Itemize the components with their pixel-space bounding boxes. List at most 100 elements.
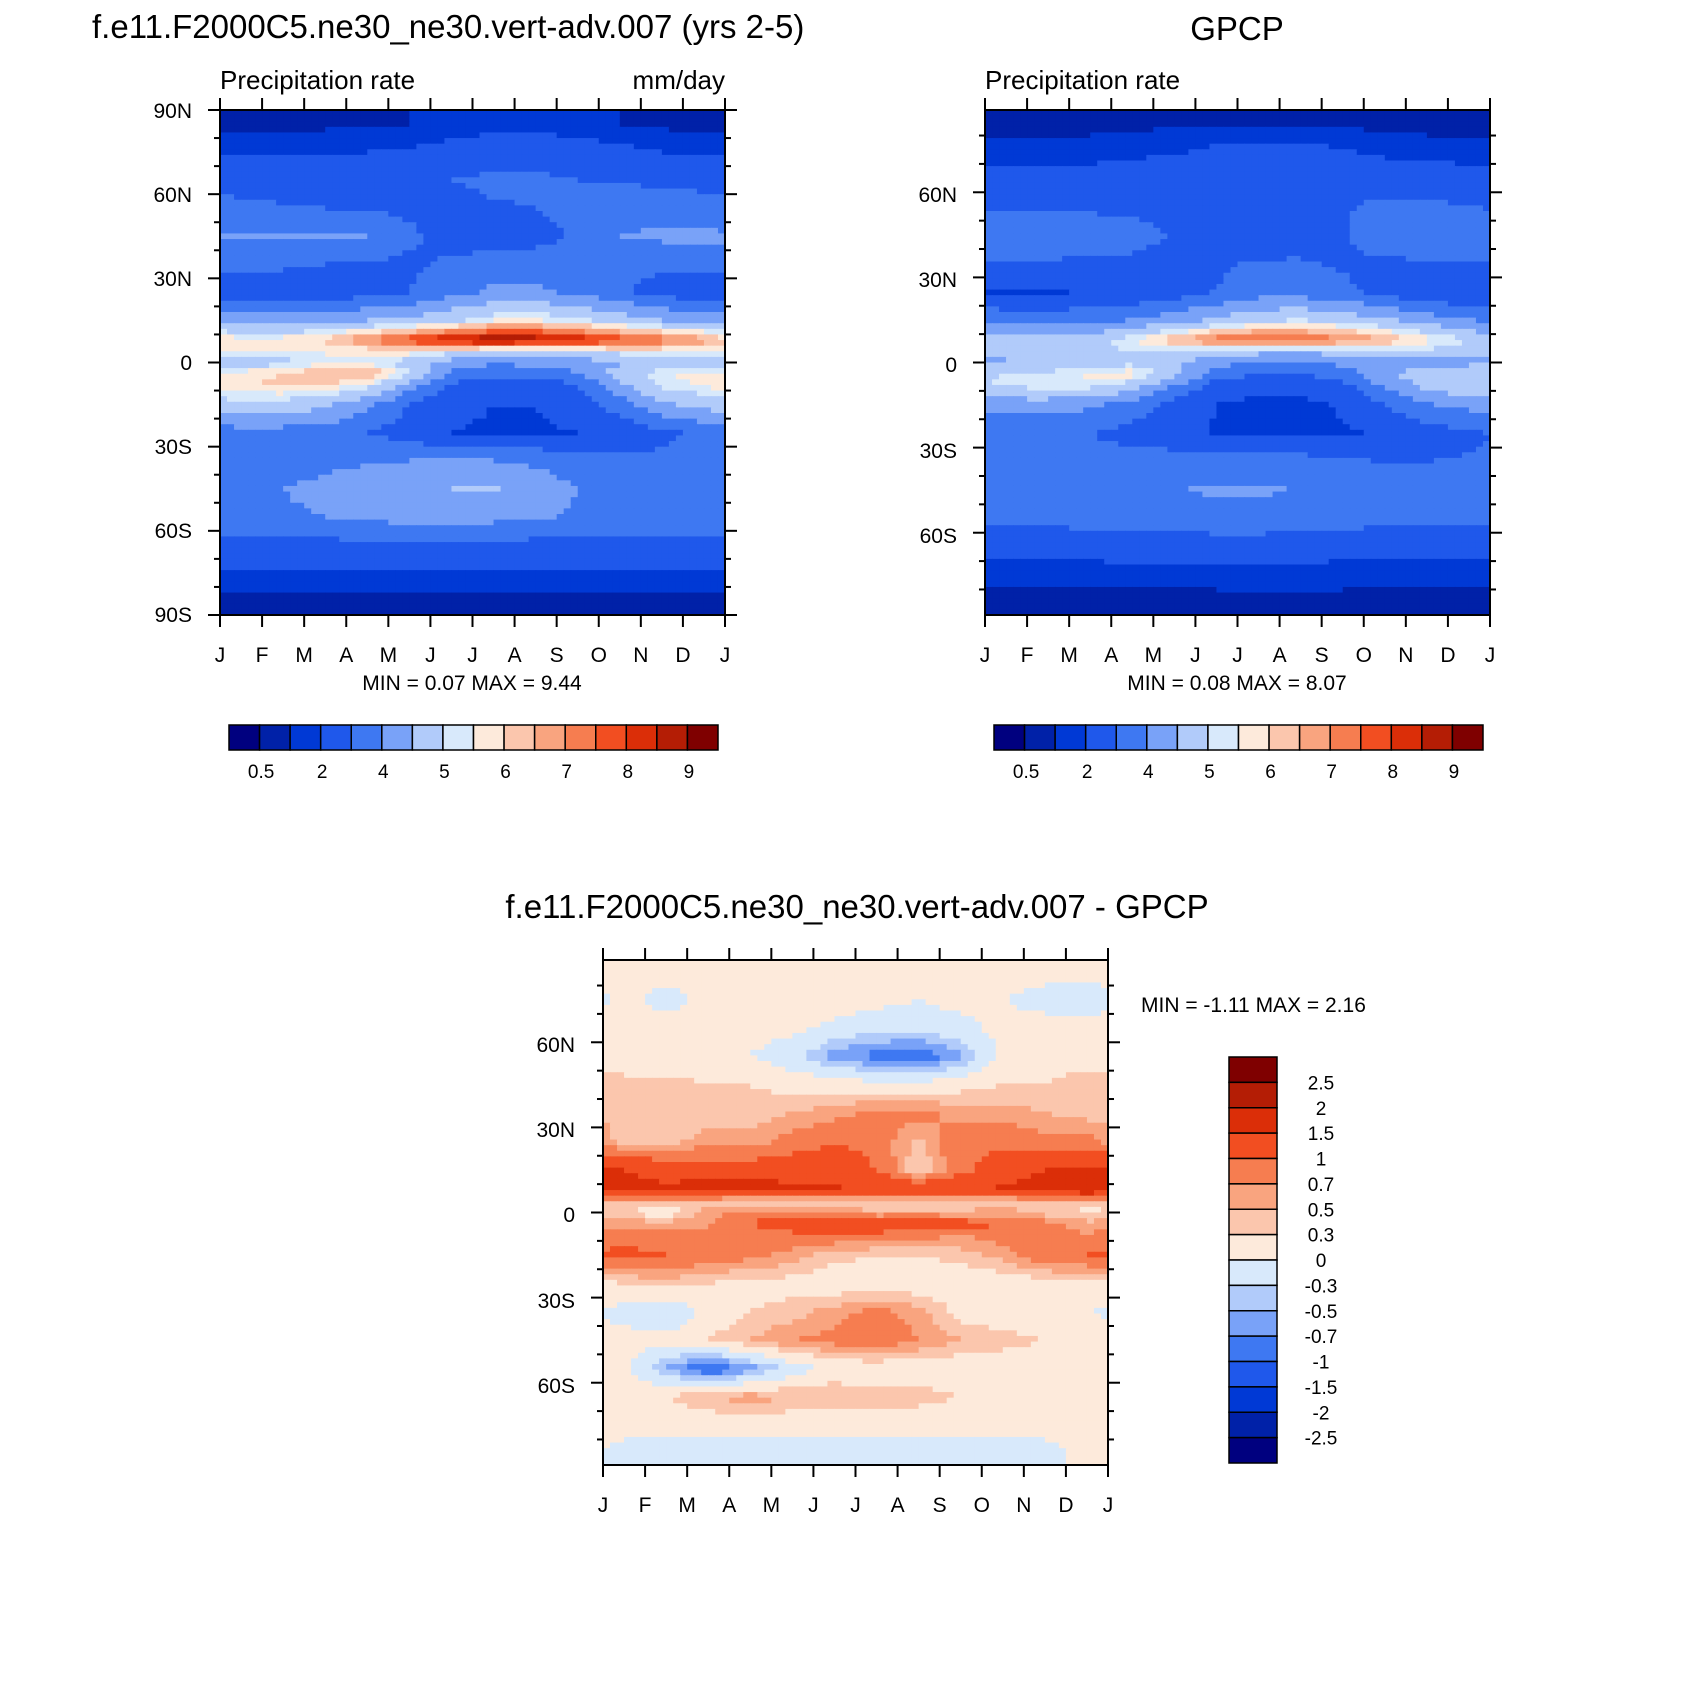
heatmap-cell: [689, 222, 698, 229]
heatmap-cell: [689, 373, 698, 380]
heatmap-cell: [437, 424, 446, 431]
heatmap-cell: [297, 384, 305, 392]
heatmap-cell: [332, 239, 340, 246]
heatmap-cell: [416, 362, 424, 369]
heatmap-cell: [353, 283, 361, 291]
heatmap-cell: [577, 390, 586, 397]
heatmap-cell: [612, 334, 621, 341]
heatmap-cell: [353, 110, 361, 117]
heatmap-cell: [528, 480, 537, 487]
heatmap-cell: [381, 244, 389, 251]
heatmap-cell: [703, 485, 712, 493]
heatmap-cell: [493, 188, 502, 195]
heatmap-cell: [346, 283, 354, 291]
heatmap-cell: [703, 469, 712, 476]
heatmap-cell: [710, 351, 719, 358]
heatmap-cell: [703, 250, 712, 257]
heatmap-cell: [500, 351, 509, 358]
heatmap-cell: [458, 356, 467, 364]
heatmap-cell: [479, 345, 488, 352]
heatmap-cell: [290, 474, 298, 481]
heatmap-cell: [339, 429, 347, 437]
heatmap-cell: [395, 160, 403, 167]
heatmap-cell: [514, 312, 523, 319]
heatmap-cell: [556, 413, 565, 420]
heatmap-cell: [472, 121, 481, 128]
heatmap-cell: [598, 407, 607, 414]
heatmap-cell: [493, 435, 502, 442]
heatmap-cell: [262, 413, 270, 420]
heatmap-cell: [437, 110, 446, 117]
heatmap-cell: [549, 328, 558, 336]
heatmap-cell: [633, 418, 642, 425]
heatmap-cell: [696, 384, 705, 392]
heatmap-cell: [507, 239, 516, 246]
heatmap-cell: [703, 457, 712, 465]
heatmap-cell: [304, 121, 312, 128]
heatmap-cell: [514, 261, 523, 268]
heatmap-cell: [311, 149, 319, 156]
heatmap-cell: [318, 396, 326, 403]
heatmap-cell: [626, 177, 635, 184]
heatmap-cell: [416, 435, 424, 442]
heatmap-cell: [472, 435, 481, 442]
heatmap-cell: [409, 143, 417, 150]
heatmap-cell: [374, 239, 382, 246]
heatmap-cell: [248, 351, 256, 358]
heatmap-cell: [248, 138, 256, 145]
heatmap-cell: [360, 261, 368, 268]
heatmap-cell: [416, 452, 424, 459]
heatmap-cell: [654, 115, 663, 122]
heatmap-cell: [423, 261, 432, 268]
heatmap-cell: [528, 255, 537, 263]
heatmap-cell: [689, 446, 698, 453]
heatmap-cell: [220, 480, 228, 487]
heatmap-cell: [360, 222, 368, 229]
heatmap-cell: [262, 351, 270, 358]
heatmap-cell: [479, 255, 488, 263]
heatmap-cell: [290, 362, 298, 369]
heatmap-cell: [479, 244, 488, 251]
heatmap-cell: [521, 188, 530, 195]
heatmap-cell: [507, 199, 516, 206]
heatmap-cell: [493, 239, 502, 246]
heatmap-cell: [416, 469, 424, 476]
heatmap-cell: [500, 474, 509, 481]
heatmap-cell: [360, 469, 368, 476]
heatmap-cell: [514, 474, 523, 481]
heatmap-cell: [465, 312, 474, 319]
heatmap-cell: [717, 295, 726, 302]
heatmap-cell: [262, 463, 270, 470]
heatmap-cell: [248, 390, 256, 397]
heatmap-cell: [626, 300, 635, 307]
heatmap-cell: [507, 356, 516, 364]
heatmap-cell: [570, 283, 579, 291]
heatmap-cell: [423, 401, 432, 408]
heatmap-cell: [654, 446, 663, 453]
heatmap-cell: [696, 429, 705, 437]
heatmap-cell: [318, 205, 326, 212]
heatmap-cell: [416, 143, 424, 150]
heatmap-cell: [654, 373, 663, 380]
heatmap-cell: [703, 166, 712, 173]
heatmap-cell: [220, 289, 228, 296]
heatmap-cell: [486, 396, 495, 403]
heatmap-cell: [598, 295, 607, 302]
heatmap-cell: [276, 244, 284, 251]
heatmap-cell: [661, 384, 670, 392]
heatmap-cell: [521, 239, 530, 246]
heatmap-cell: [577, 452, 586, 459]
heatmap-cell: [710, 239, 719, 246]
heatmap-cell: [654, 407, 663, 414]
heatmap-cell: [304, 497, 312, 504]
heatmap-cell: [409, 384, 417, 392]
heatmap-cell: [297, 239, 305, 246]
heatmap-cell: [465, 154, 474, 162]
heatmap-cell: [360, 121, 368, 128]
heatmap-cell: [367, 267, 375, 274]
heatmap-cell: [269, 166, 277, 173]
heatmap-cell: [472, 474, 481, 481]
heatmap-cell: [619, 457, 628, 465]
heatmap-cell: [486, 194, 495, 201]
heatmap-cell: [416, 154, 424, 162]
